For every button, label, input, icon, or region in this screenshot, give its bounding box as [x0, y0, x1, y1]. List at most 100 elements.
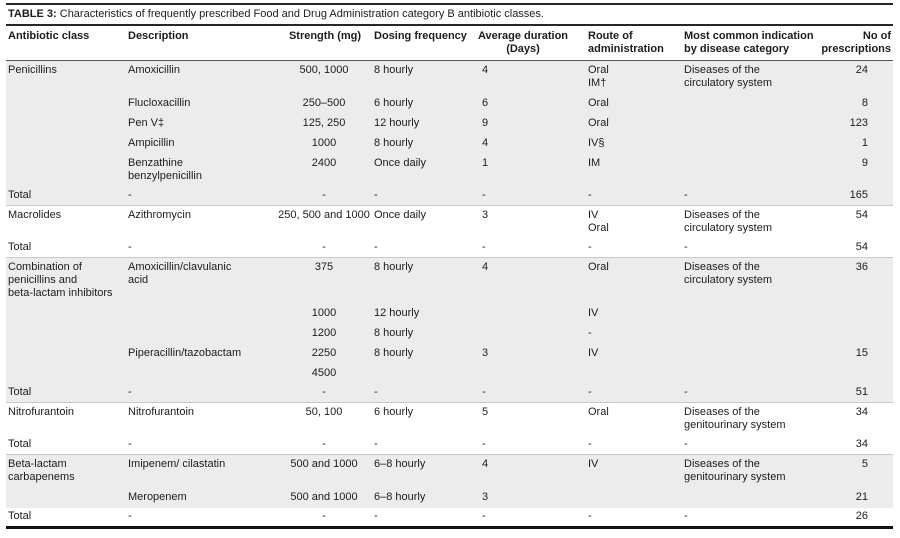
- table-cell: 250–500: [302, 97, 346, 109]
- table-cell: -: [276, 384, 372, 403]
- table-cell: Oral: [588, 261, 609, 273]
- table-cell: 5: [482, 406, 489, 418]
- table-cell: 4: [482, 64, 489, 76]
- table-title: TABLE 3: Characteristics of frequently p…: [6, 3, 893, 24]
- table-row: 4500: [6, 364, 893, 384]
- table-cell: 6 hourly: [374, 406, 414, 418]
- table-cell: -: [374, 510, 378, 522]
- table-row: Piperacillin/tazobactam 2250 8 hourly 3 IV 15: [6, 344, 893, 364]
- table-cell: -: [126, 187, 276, 206]
- table-cell: 15: [855, 347, 868, 359]
- table-cell: -: [572, 436, 682, 455]
- table-cell: Azithromycin: [128, 209, 191, 221]
- table-cell: 123: [849, 117, 868, 129]
- table-cell: 375: [314, 261, 334, 273]
- table-cell: [818, 364, 893, 384]
- table-row: 1200 8 hourly -: [6, 324, 893, 344]
- table-cell: [6, 154, 126, 187]
- table-cell: [682, 488, 818, 508]
- table-cell: -: [472, 239, 572, 258]
- table-cell: [472, 324, 572, 344]
- total-row: Total - - - - - -165: [6, 187, 893, 206]
- table-cell: IV Oral: [588, 209, 609, 234]
- total-row: Total - - - - - -34: [6, 436, 893, 455]
- table-cell: -: [572, 384, 682, 403]
- table-cell: 6 hourly: [374, 97, 414, 109]
- table-cell: Imipenem/ cilastatin: [128, 458, 226, 470]
- table-cell: 8 hourly: [374, 327, 414, 339]
- table-row: Penicillins Amoxicillin 500, 1000 8 hourly 4…: [6, 60, 893, 94]
- table-cell: -: [572, 187, 682, 206]
- table-cell: -: [682, 187, 818, 206]
- table-cell: 8 hourly: [374, 64, 414, 76]
- table-cell: [682, 134, 818, 154]
- table-cell: Diseases of the genitourinary system: [684, 406, 786, 431]
- column-header: Dosing frequency: [372, 25, 472, 61]
- table-cell: 34: [855, 406, 868, 418]
- table-cell: [682, 344, 818, 364]
- table-cell: Nitrofurantoin: [128, 406, 195, 418]
- table-cell: -: [682, 239, 818, 258]
- table-cell: Total: [6, 384, 126, 403]
- table-cell: 3: [482, 209, 489, 221]
- table-cell: 12 hourly: [374, 307, 420, 319]
- table-cell: [682, 364, 818, 384]
- table-cell: 165: [818, 187, 893, 206]
- table-cell: 3: [482, 347, 489, 359]
- table-cell: Piperacillin/tazobactam: [128, 347, 242, 359]
- table-cell: [126, 364, 276, 384]
- table-cell: Diseases of the circulatory system: [684, 209, 773, 234]
- table-cell: 500 and 1000: [290, 491, 358, 503]
- table-cell: 2400: [311, 157, 337, 169]
- table-cell: 50, 100: [305, 406, 343, 418]
- table-cell: IV: [588, 347, 599, 359]
- table-cell: [682, 94, 818, 114]
- table-cell: 2250: [311, 347, 337, 359]
- table-title-label: TABLE 3:: [8, 8, 57, 20]
- table-cell: -: [372, 384, 472, 403]
- table-cell: 8: [861, 97, 868, 109]
- table-cell: 5: [861, 458, 868, 470]
- table-cell: Diseases of the genitourinary system: [684, 458, 786, 483]
- column-header: Strength (mg): [276, 25, 372, 61]
- table-cell: IV: [588, 307, 599, 319]
- table-cell: -: [682, 384, 818, 403]
- table-cell: -: [684, 510, 688, 522]
- table-cell: Oral: [588, 406, 609, 418]
- table-row: Nitrofurantoin Nitrofurantoin 50, 100 6 hou…: [6, 403, 893, 437]
- table-cell: [6, 488, 126, 508]
- column-header: Antibiotic class: [6, 25, 126, 61]
- table-cell: -: [472, 436, 572, 455]
- table-cell: -: [128, 510, 132, 522]
- table-title-text: Characteristics of frequently prescribed…: [59, 8, 544, 20]
- table-cell: -: [472, 384, 572, 403]
- table-cell: 1000: [311, 137, 337, 149]
- table-cell: Diseases of the circulatory system: [684, 64, 773, 89]
- column-header: Description: [126, 25, 276, 61]
- table-cell: 9: [861, 157, 868, 169]
- table-cell: 6: [482, 97, 489, 109]
- table-cell: Oral: [588, 97, 609, 109]
- table-cell: 3: [482, 491, 489, 503]
- table-cell: 125, 250: [302, 117, 346, 129]
- table-cell: 250, 500 and 1000: [278, 209, 370, 221]
- table-row: Benzathine benzylpenicillin 2400 Once dail…: [6, 154, 893, 187]
- table-cell: Once daily: [374, 209, 426, 221]
- table-cell: -: [372, 436, 472, 455]
- table-cell: Ampicillin: [128, 137, 175, 149]
- table-cell: [6, 344, 126, 364]
- table-row: Meropenem 500 and 1000 6–8 hourly 3 21: [6, 488, 893, 508]
- table-cell: [682, 114, 818, 134]
- table-cell: 1000: [311, 307, 337, 319]
- table-cell: 500, 1000: [299, 64, 349, 76]
- table-cell: 54: [818, 239, 893, 258]
- table-cell: 1: [861, 137, 868, 149]
- footnotes: IV, Intravenous; IM, Intramuscular.†, In…: [6, 529, 893, 538]
- table-cell: [6, 304, 126, 324]
- table-cell: 8 hourly: [374, 347, 414, 359]
- table-cell: -: [588, 327, 592, 339]
- table-cell: -: [588, 510, 592, 522]
- table-cell: -: [482, 510, 486, 522]
- table-row: Macrolides Azithromycin 250, 500 and 1000 O…: [6, 206, 893, 240]
